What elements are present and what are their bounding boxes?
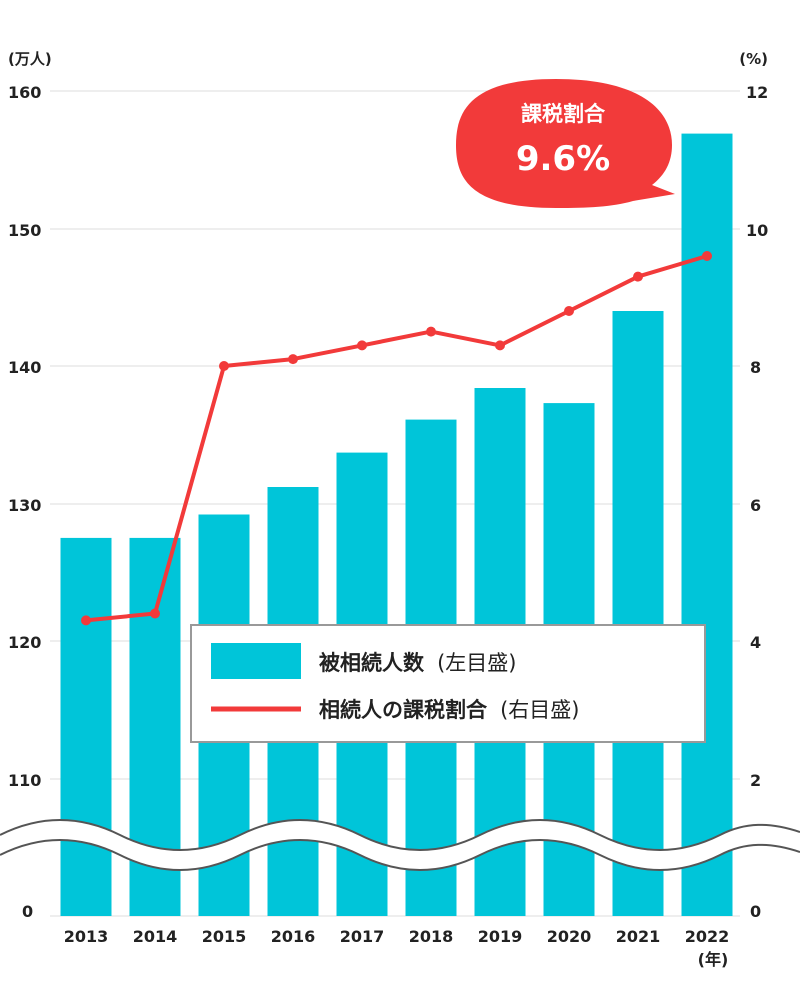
legend-line-name: 相続人の課税割合 xyxy=(319,698,488,722)
left-tick-label: 130 xyxy=(8,496,41,515)
line-point xyxy=(81,615,91,626)
right-axis: 12 10 8 6 4 2 0 xyxy=(746,83,768,921)
bar xyxy=(612,311,664,916)
x-axis: 2013 2014 2015 2016 2017 2018 2019 2020 … xyxy=(64,927,730,946)
tax-rate-points xyxy=(81,251,712,626)
bar xyxy=(60,537,112,916)
x-tick-label: 2013 xyxy=(64,927,109,946)
left-axis: 160 150 140 130 120 110 0 xyxy=(8,83,41,921)
right-tick-label: 12 xyxy=(746,83,768,102)
left-tick-label: 120 xyxy=(8,633,41,652)
callout-title: 課税割合 xyxy=(521,102,606,126)
x-axis-unit: (年) xyxy=(698,950,729,969)
axis-break xyxy=(0,819,800,871)
left-tick-label: 140 xyxy=(8,358,41,377)
legend-bar-label: 被相続人数 (左目盛) xyxy=(319,651,516,675)
x-tick-label: 2016 xyxy=(271,927,316,946)
line-point xyxy=(357,340,367,351)
left-tick-label: 0 xyxy=(22,902,33,921)
legend-bar-swatch xyxy=(211,643,301,679)
legend-line-label: 相続人の課税割合 (右目盛) xyxy=(319,698,579,722)
tax-rate-line xyxy=(85,254,708,623)
legend-box xyxy=(190,624,706,743)
x-tick-label: 2018 xyxy=(409,927,454,946)
x-tick-label: 2015 xyxy=(202,927,247,946)
callout-value: 9.6% xyxy=(516,139,610,179)
right-tick-label: 0 xyxy=(750,902,761,921)
legend-bar-name: 被相続人数 xyxy=(319,651,425,675)
left-tick-label: 160 xyxy=(8,83,41,102)
right-tick-label: 6 xyxy=(750,496,761,515)
line-point xyxy=(495,340,505,351)
right-tick-label: 4 xyxy=(750,633,761,652)
line-point xyxy=(288,354,298,365)
x-tick-label: 2020 xyxy=(547,927,592,946)
callout-bubble: 課税割合 9.6% xyxy=(456,79,675,208)
line-point xyxy=(426,326,436,337)
line-point xyxy=(564,306,574,316)
right-tick-label: 10 xyxy=(746,221,768,240)
x-tick-label: 2019 xyxy=(478,927,523,946)
line-point xyxy=(702,251,712,261)
right-axis-unit: (%) xyxy=(739,50,768,68)
left-tick-label: 110 xyxy=(8,771,41,790)
legend: 被相続人数 (左目盛) 相続人の課税割合 (右目盛) xyxy=(190,624,706,743)
line-point xyxy=(633,271,643,282)
x-tick-label: 2022 xyxy=(685,927,730,946)
right-tick-label: 2 xyxy=(750,771,761,790)
line-point xyxy=(150,608,160,619)
callout-shape xyxy=(456,79,675,208)
line-point xyxy=(219,361,229,371)
x-tick-label: 2021 xyxy=(616,927,661,946)
right-tick-label: 8 xyxy=(750,358,761,377)
legend-line-axis-note: (右目盛) xyxy=(500,698,579,722)
left-tick-label: 150 xyxy=(8,221,41,240)
x-tick-label: 2017 xyxy=(340,927,385,946)
x-tick-label: 2014 xyxy=(133,927,178,946)
left-axis-unit: (万人) xyxy=(8,50,52,68)
bar xyxy=(681,133,733,917)
bar-series xyxy=(60,133,733,917)
legend-bar-axis-note: (左目盛) xyxy=(437,651,516,675)
